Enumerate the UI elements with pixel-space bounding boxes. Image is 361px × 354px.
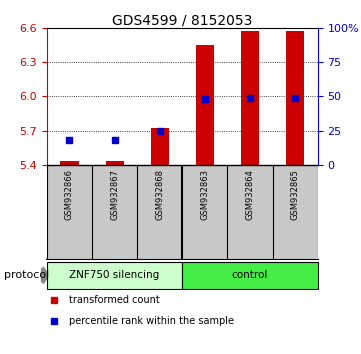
Text: GSM932865: GSM932865 bbox=[291, 170, 300, 220]
Text: control: control bbox=[232, 270, 268, 280]
Text: ZNF750 silencing: ZNF750 silencing bbox=[70, 270, 160, 280]
Bar bbox=[286, 30, 304, 165]
Text: GSM932863: GSM932863 bbox=[200, 170, 209, 221]
Text: GSM932864: GSM932864 bbox=[245, 170, 255, 220]
Bar bbox=[105, 161, 123, 165]
Bar bbox=[182, 262, 318, 289]
Bar bbox=[61, 161, 79, 165]
Text: transformed count: transformed count bbox=[69, 296, 159, 306]
Text: GSM932866: GSM932866 bbox=[65, 170, 74, 221]
Text: GSM932867: GSM932867 bbox=[110, 170, 119, 221]
Text: percentile rank within the sample: percentile rank within the sample bbox=[69, 316, 234, 326]
Bar bbox=[241, 30, 259, 165]
Text: protocol: protocol bbox=[4, 270, 49, 280]
Bar bbox=[151, 128, 169, 165]
Title: GDS4599 / 8152053: GDS4599 / 8152053 bbox=[112, 13, 252, 27]
Text: GSM932868: GSM932868 bbox=[155, 170, 164, 221]
Bar bbox=[47, 262, 182, 289]
Bar bbox=[196, 45, 214, 165]
FancyArrow shape bbox=[42, 267, 49, 284]
